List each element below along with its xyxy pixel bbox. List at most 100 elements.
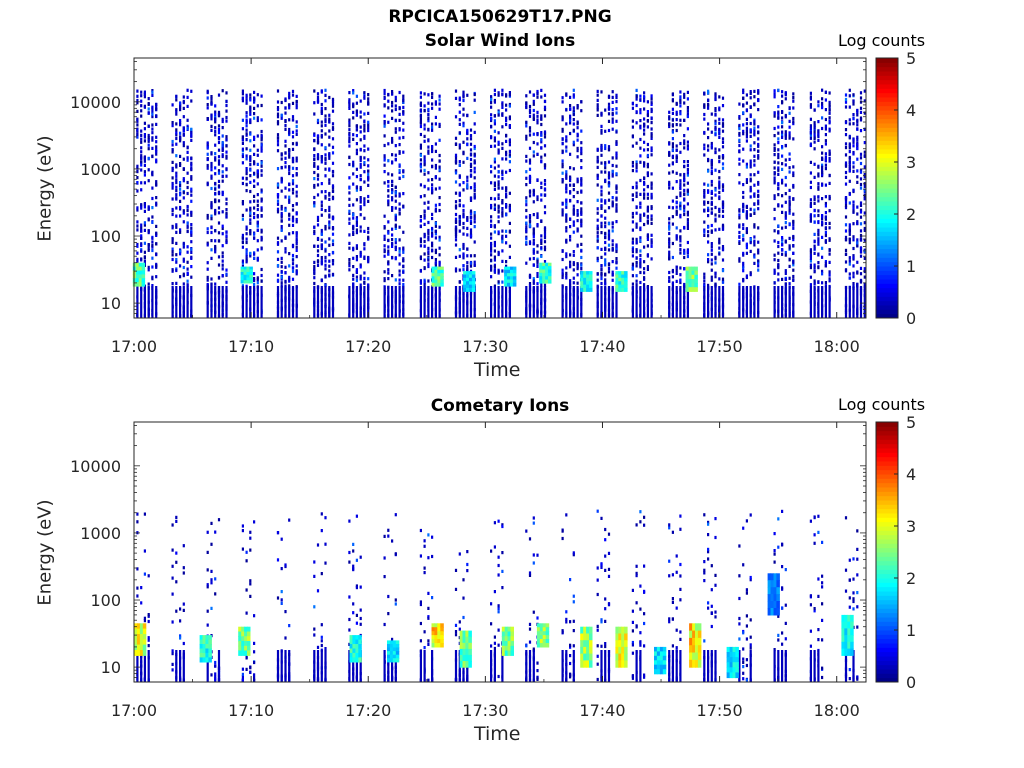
heatmap-cell <box>175 112 178 116</box>
heatmap-cell <box>253 144 256 148</box>
heatmap-cell <box>359 125 362 129</box>
heatmap-cell <box>809 136 812 140</box>
heatmap-cell <box>580 263 583 267</box>
heatmap-cell <box>809 131 812 135</box>
heatmap-cell <box>784 282 787 286</box>
heatmap-cell <box>210 230 213 235</box>
heatmap-cell <box>367 258 370 262</box>
heatmap-cell <box>438 165 441 169</box>
heatmap-cell <box>383 170 386 174</box>
heatmap-cell <box>631 119 634 123</box>
heatmap-cell <box>615 209 618 213</box>
heatmap-cell <box>438 153 441 158</box>
heatmap-cell <box>710 196 713 200</box>
heatmap-cell <box>462 113 465 117</box>
heatmap-cell <box>324 249 327 253</box>
heatmap-cell <box>419 146 422 150</box>
heatmap-cell <box>749 121 752 126</box>
heatmap-cell <box>359 138 362 142</box>
heatmap-cell <box>280 165 283 170</box>
heatmap-cell <box>419 237 422 241</box>
heatmap-cell <box>650 192 653 196</box>
heatmap-cell <box>352 216 355 220</box>
heatmap-cell <box>182 257 185 261</box>
heatmap-cell <box>643 267 646 271</box>
heatmap-cell <box>171 257 174 262</box>
panel-title-solar-wind: Solar Wind Ions <box>424 31 576 51</box>
heatmap-cell <box>295 94 298 98</box>
heatmap-cell <box>454 191 458 195</box>
heatmap-cell <box>710 268 713 272</box>
heatmap-cell <box>703 112 706 117</box>
heatmap-cell <box>650 102 653 106</box>
heatmap-cell <box>721 154 725 158</box>
heatmap-cell <box>572 268 575 272</box>
heatmap-cell <box>151 136 154 140</box>
heatmap-cell <box>427 93 430 97</box>
heatmap-cell <box>646 209 649 213</box>
heatmap-cell <box>225 239 228 243</box>
heatmap-cell <box>686 90 689 94</box>
heatmap-cell <box>352 91 355 95</box>
heatmap-cell <box>260 133 263 137</box>
heatmap-cell <box>367 128 370 133</box>
heatmap-cell <box>462 254 465 258</box>
heatmap-cell <box>643 188 646 192</box>
heatmap-cell <box>650 214 653 218</box>
heatmap-cell <box>253 256 256 260</box>
heatmap-cell <box>753 286 756 318</box>
heatmap-cell <box>221 147 224 151</box>
heatmap-cell <box>596 224 599 228</box>
heatmap-cell <box>635 186 638 190</box>
heatmap-cell <box>703 143 706 147</box>
heatmap-cell <box>260 206 263 210</box>
heatmap-cell <box>543 93 547 97</box>
heatmap-cell <box>604 161 607 165</box>
heatmap-cell <box>540 146 543 150</box>
heatmap-cell <box>359 185 362 190</box>
heatmap-cell <box>394 215 397 219</box>
heatmap-cell <box>256 162 259 166</box>
heatmap-cell <box>540 234 543 238</box>
heatmap-cell <box>419 124 422 129</box>
heatmap-cell <box>143 209 146 213</box>
heatmap-cell <box>742 279 745 283</box>
heatmap-cell <box>565 173 568 177</box>
heatmap-cell <box>788 106 791 111</box>
heatmap-cell <box>784 134 787 138</box>
heatmap-cell <box>431 165 434 169</box>
heatmap-cell <box>615 164 618 168</box>
heatmap-cell <box>679 247 682 252</box>
heatmap-cell <box>781 194 784 198</box>
heatmap-cell <box>387 220 390 224</box>
heatmap-cell <box>757 193 760 197</box>
heatmap-cell <box>525 229 528 233</box>
heatmap-cell <box>291 231 295 235</box>
heatmap-cell <box>143 223 146 227</box>
heatmap-cell <box>528 178 532 182</box>
heatmap-cell <box>536 197 539 202</box>
heatmap-cell <box>147 168 150 172</box>
heatmap-cell <box>206 117 209 121</box>
heatmap-cell <box>671 107 674 111</box>
heatmap-cell <box>276 257 280 261</box>
heatmap-cell <box>671 145 674 149</box>
heatmap-cell <box>186 271 189 275</box>
heatmap-cell <box>225 99 228 103</box>
heatmap-cell <box>607 184 611 188</box>
heatmap-cell <box>245 260 248 264</box>
heatmap-cell <box>313 164 316 168</box>
heatmap-cell <box>753 159 756 163</box>
heatmap-cell <box>217 131 221 135</box>
heatmap-cell <box>288 148 291 152</box>
heatmap-cell <box>572 110 575 114</box>
heatmap-cell <box>493 187 496 191</box>
heatmap-cell <box>394 286 397 318</box>
heatmap-cell <box>438 102 441 106</box>
heatmap-cell <box>777 286 780 318</box>
heatmap-cell <box>686 223 689 227</box>
heatmap-cell <box>532 281 535 285</box>
heatmap-cell <box>683 255 686 260</box>
heatmap-cell <box>650 257 653 261</box>
heatmap-cell <box>295 132 298 136</box>
